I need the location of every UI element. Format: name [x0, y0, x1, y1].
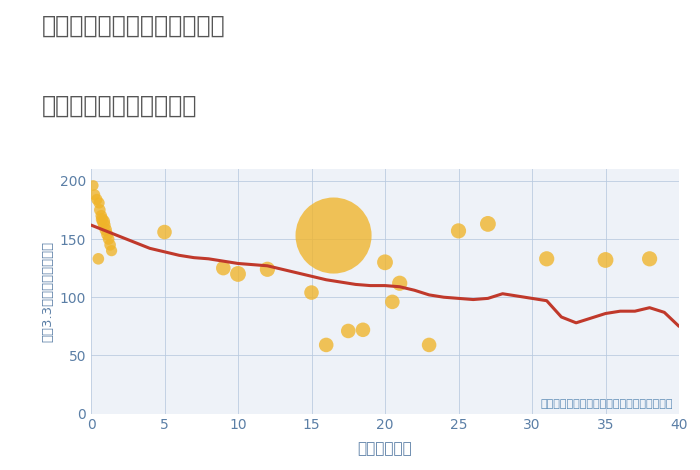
Text: 円の大きさは、取引のあった物件面積を示す: 円の大きさは、取引のあった物件面積を示す — [540, 399, 673, 409]
X-axis label: 築年数（年）: 築年数（年） — [358, 441, 412, 456]
Point — [94, 206, 106, 214]
Point — [541, 255, 552, 263]
Point — [159, 228, 170, 236]
Point — [232, 270, 244, 278]
Point — [321, 341, 332, 349]
Text: 兵庫県神戸市灘区烏帽子町の: 兵庫県神戸市灘区烏帽子町の — [42, 14, 225, 38]
Point — [102, 231, 113, 238]
Point — [343, 327, 354, 335]
Point — [94, 199, 105, 207]
Point — [328, 232, 340, 239]
Point — [97, 215, 108, 223]
Point — [91, 196, 102, 203]
Point — [424, 341, 435, 349]
Point — [482, 220, 493, 227]
Point — [600, 256, 611, 264]
Point — [106, 247, 117, 254]
Point — [379, 258, 391, 266]
Point — [386, 298, 398, 306]
Point — [306, 289, 317, 296]
Point — [99, 221, 110, 229]
Point — [88, 182, 99, 189]
Point — [89, 191, 100, 198]
Y-axis label: 坪（3.3㎡）単価（万円）: 坪（3.3㎡）単価（万円） — [41, 241, 54, 342]
Point — [92, 255, 104, 263]
Point — [100, 226, 111, 234]
Point — [218, 264, 229, 272]
Point — [103, 235, 114, 243]
Point — [98, 218, 109, 225]
Point — [644, 255, 655, 263]
Point — [262, 266, 273, 273]
Point — [358, 326, 369, 334]
Point — [104, 241, 116, 249]
Point — [96, 212, 107, 219]
Point — [453, 227, 464, 235]
Point — [394, 280, 405, 287]
Text: 築年数別中古戸建て価格: 築年数別中古戸建て価格 — [42, 94, 197, 118]
